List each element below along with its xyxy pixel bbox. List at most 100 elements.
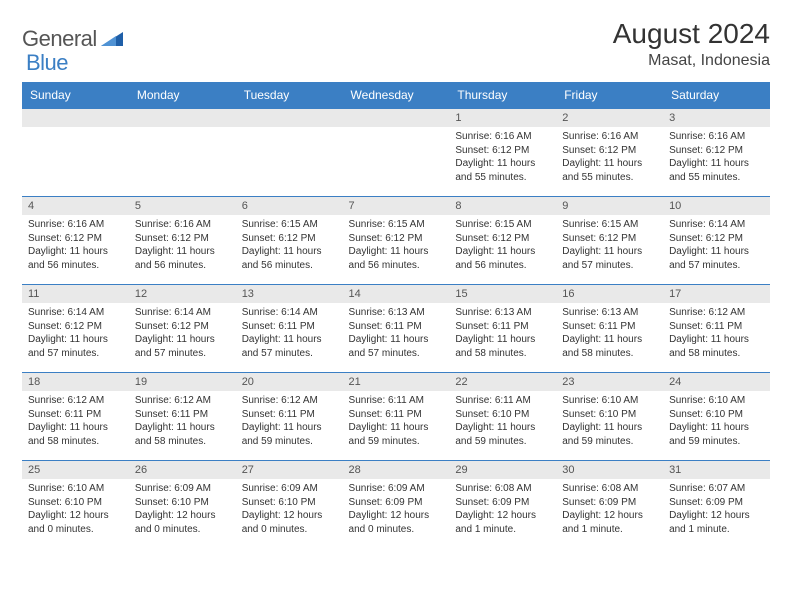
calendar-cell: 26Sunrise: 6:09 AMSunset: 6:10 PMDayligh… [129,461,236,549]
sunrise-text: Sunrise: 6:14 AM [135,306,230,320]
brand-general: General [22,26,97,52]
day-number: 1 [449,109,556,127]
day-number [22,109,129,127]
day-number: 11 [22,285,129,303]
sunset-text: Sunset: 6:11 PM [669,320,764,334]
day-number: 16 [556,285,663,303]
daylight-text: Daylight: 12 hours and 1 minute. [562,509,657,536]
sunrise-text: Sunrise: 6:12 AM [669,306,764,320]
calendar-cell: 15Sunrise: 6:13 AMSunset: 6:11 PMDayligh… [449,285,556,373]
sunset-text: Sunset: 6:10 PM [669,408,764,422]
sunrise-text: Sunrise: 6:09 AM [242,482,337,496]
day-body: Sunrise: 6:08 AMSunset: 6:09 PMDaylight:… [556,479,663,541]
sunrise-text: Sunrise: 6:15 AM [455,218,550,232]
calendar-cell: 3Sunrise: 6:16 AMSunset: 6:12 PMDaylight… [663,109,770,197]
sunset-text: Sunset: 6:10 PM [28,496,123,510]
sunrise-text: Sunrise: 6:16 AM [135,218,230,232]
day-body: Sunrise: 6:13 AMSunset: 6:11 PMDaylight:… [449,303,556,365]
daylight-text: Daylight: 12 hours and 0 minutes. [135,509,230,536]
sunset-text: Sunset: 6:10 PM [242,496,337,510]
day-body: Sunrise: 6:13 AMSunset: 6:11 PMDaylight:… [343,303,450,365]
page-header: General August 2024 Masat, Indonesia [22,18,770,70]
day-number: 17 [663,285,770,303]
sunrise-text: Sunrise: 6:14 AM [28,306,123,320]
daylight-text: Daylight: 11 hours and 56 minutes. [455,245,550,272]
calendar-cell: 22Sunrise: 6:11 AMSunset: 6:10 PMDayligh… [449,373,556,461]
day-body: Sunrise: 6:16 AMSunset: 6:12 PMDaylight:… [663,127,770,189]
calendar-cell: 1Sunrise: 6:16 AMSunset: 6:12 PMDaylight… [449,109,556,197]
month-title: August 2024 [613,18,770,50]
col-saturday: Saturday [663,82,770,109]
day-body: Sunrise: 6:16 AMSunset: 6:12 PMDaylight:… [449,127,556,189]
sunrise-text: Sunrise: 6:12 AM [242,394,337,408]
sunrise-text: Sunrise: 6:14 AM [669,218,764,232]
calendar-cell: 21Sunrise: 6:11 AMSunset: 6:11 PMDayligh… [343,373,450,461]
day-body: Sunrise: 6:14 AMSunset: 6:12 PMDaylight:… [129,303,236,365]
daylight-text: Daylight: 11 hours and 57 minutes. [28,333,123,360]
sunrise-text: Sunrise: 6:16 AM [562,130,657,144]
daylight-text: Daylight: 11 hours and 57 minutes. [669,245,764,272]
sunrise-text: Sunrise: 6:14 AM [242,306,337,320]
daylight-text: Daylight: 11 hours and 58 minutes. [562,333,657,360]
calendar-cell: 27Sunrise: 6:09 AMSunset: 6:10 PMDayligh… [236,461,343,549]
sunrise-text: Sunrise: 6:13 AM [349,306,444,320]
daylight-text: Daylight: 11 hours and 59 minutes. [242,421,337,448]
location-text: Masat, Indonesia [613,52,770,70]
calendar-cell: 17Sunrise: 6:12 AMSunset: 6:11 PMDayligh… [663,285,770,373]
col-tuesday: Tuesday [236,82,343,109]
sunset-text: Sunset: 6:09 PM [562,496,657,510]
daylight-text: Daylight: 11 hours and 59 minutes. [455,421,550,448]
day-number [343,109,450,127]
calendar-week-row: 25Sunrise: 6:10 AMSunset: 6:10 PMDayligh… [22,461,770,549]
day-number: 21 [343,373,450,391]
sunrise-text: Sunrise: 6:15 AM [562,218,657,232]
calendar-cell [129,109,236,197]
day-number: 12 [129,285,236,303]
sunset-text: Sunset: 6:09 PM [669,496,764,510]
calendar-cell: 16Sunrise: 6:13 AMSunset: 6:11 PMDayligh… [556,285,663,373]
calendar-cell: 23Sunrise: 6:10 AMSunset: 6:10 PMDayligh… [556,373,663,461]
sunset-text: Sunset: 6:12 PM [135,232,230,246]
day-number: 31 [663,461,770,479]
sunset-text: Sunset: 6:11 PM [562,320,657,334]
calendar-cell: 24Sunrise: 6:10 AMSunset: 6:10 PMDayligh… [663,373,770,461]
daylight-text: Daylight: 11 hours and 57 minutes. [242,333,337,360]
day-number: 19 [129,373,236,391]
sunset-text: Sunset: 6:12 PM [349,232,444,246]
sunrise-text: Sunrise: 6:16 AM [455,130,550,144]
sunrise-text: Sunrise: 6:15 AM [242,218,337,232]
daylight-text: Daylight: 11 hours and 59 minutes. [349,421,444,448]
calendar-cell: 28Sunrise: 6:09 AMSunset: 6:09 PMDayligh… [343,461,450,549]
calendar-cell [22,109,129,197]
sunrise-text: Sunrise: 6:10 AM [28,482,123,496]
day-number: 26 [129,461,236,479]
calendar-cell: 4Sunrise: 6:16 AMSunset: 6:12 PMDaylight… [22,197,129,285]
calendar-cell: 10Sunrise: 6:14 AMSunset: 6:12 PMDayligh… [663,197,770,285]
day-number: 9 [556,197,663,215]
calendar-cell: 14Sunrise: 6:13 AMSunset: 6:11 PMDayligh… [343,285,450,373]
day-body [236,127,343,135]
daylight-text: Daylight: 11 hours and 55 minutes. [455,157,550,184]
day-number: 13 [236,285,343,303]
calendar-cell: 30Sunrise: 6:08 AMSunset: 6:09 PMDayligh… [556,461,663,549]
calendar-header-row: Sunday Monday Tuesday Wednesday Thursday… [22,82,770,109]
calendar-cell: 31Sunrise: 6:07 AMSunset: 6:09 PMDayligh… [663,461,770,549]
day-number: 10 [663,197,770,215]
day-body [129,127,236,135]
day-body: Sunrise: 6:14 AMSunset: 6:12 PMDaylight:… [663,215,770,277]
sunset-text: Sunset: 6:11 PM [455,320,550,334]
daylight-text: Daylight: 11 hours and 59 minutes. [562,421,657,448]
sunset-text: Sunset: 6:12 PM [455,232,550,246]
col-wednesday: Wednesday [343,82,450,109]
sunset-text: Sunset: 6:12 PM [669,232,764,246]
sunrise-text: Sunrise: 6:10 AM [669,394,764,408]
sunrise-text: Sunrise: 6:08 AM [562,482,657,496]
day-body [22,127,129,135]
day-body: Sunrise: 6:09 AMSunset: 6:10 PMDaylight:… [236,479,343,541]
calendar-week-row: 18Sunrise: 6:12 AMSunset: 6:11 PMDayligh… [22,373,770,461]
day-number: 28 [343,461,450,479]
sunset-text: Sunset: 6:11 PM [135,408,230,422]
sunset-text: Sunset: 6:12 PM [562,144,657,158]
calendar-cell: 5Sunrise: 6:16 AMSunset: 6:12 PMDaylight… [129,197,236,285]
day-body: Sunrise: 6:10 AMSunset: 6:10 PMDaylight:… [22,479,129,541]
